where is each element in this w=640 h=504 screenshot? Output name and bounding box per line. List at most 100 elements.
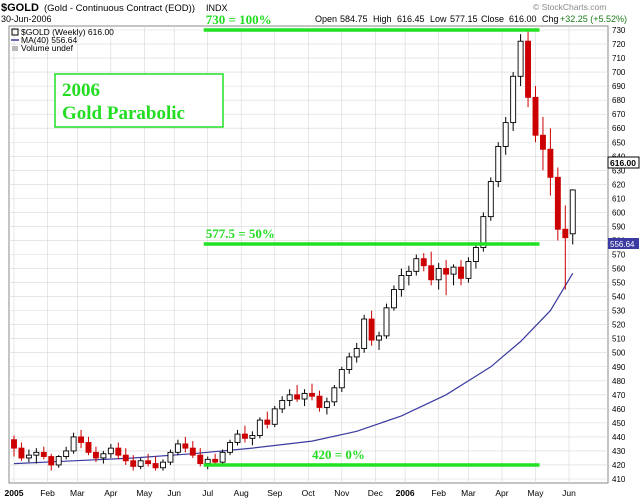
candle-body	[353, 348, 360, 358]
candle-body	[554, 176, 561, 230]
y-tick-label: 600	[612, 208, 626, 217]
x-tick-label: Aug	[234, 488, 249, 498]
candle	[376, 331, 382, 350]
y-tick-label: 540	[612, 293, 626, 302]
candle-body	[331, 387, 338, 403]
y-tick-label: 660	[612, 124, 626, 133]
candle-body	[137, 460, 144, 467]
close-value: 616.00	[509, 14, 537, 24]
candle	[338, 366, 345, 393]
legend-swatch-volume	[12, 46, 18, 51]
candle-body	[204, 458, 211, 465]
candle	[391, 285, 397, 311]
candle	[264, 411, 271, 429]
candle-body	[249, 435, 256, 439]
candle-body	[152, 463, 159, 469]
candle-body	[472, 247, 479, 262]
candle-body	[279, 399, 286, 410]
annotation-line2: Gold Parabolic	[62, 103, 185, 124]
candle-body	[361, 318, 368, 349]
candle	[554, 167, 561, 241]
candle-body	[63, 450, 70, 458]
x-tick-label: Oct	[302, 488, 316, 498]
candle	[241, 425, 248, 443]
candle-body	[338, 369, 345, 389]
candle-body	[85, 442, 92, 453]
candle	[480, 212, 487, 252]
candle-body	[569, 189, 576, 235]
candle	[428, 251, 435, 286]
legend-price: $GOLD (Weekly) 616.00	[21, 27, 114, 37]
y-tick-label: 410	[612, 475, 626, 484]
candle	[249, 431, 256, 446]
legend-volume: Volume undef	[21, 43, 74, 53]
candle-body	[167, 451, 174, 463]
candle	[346, 352, 353, 374]
header-date: 30-Jun-2006	[1, 14, 52, 24]
y-tick-label: 530	[612, 307, 626, 316]
candle-body	[443, 268, 450, 275]
y-tick-label: 520	[612, 321, 626, 330]
candle	[353, 342, 360, 363]
y-tick-label: 480	[612, 377, 626, 386]
y-tick-label: 620	[612, 180, 626, 189]
high-label: High	[373, 14, 392, 24]
candle	[562, 205, 569, 290]
candle-body	[391, 289, 397, 309]
y-tick-label: 590	[612, 222, 626, 231]
y-tick-label: 720	[612, 40, 626, 49]
candle-body	[11, 439, 17, 449]
y-axis: 410 420 430 440 450 460 470 480 490 500 510 520 530 5…	[612, 26, 626, 484]
x-tick-label: Mar	[70, 488, 85, 498]
x-tick-label: Dec	[368, 488, 384, 498]
candle-body	[323, 401, 330, 408]
fib-level-label: 577.5 = 50%	[206, 226, 275, 241]
candle-body	[122, 454, 129, 462]
x-tick-label: May	[136, 488, 153, 498]
candle	[525, 30, 531, 108]
candle-body	[174, 443, 181, 453]
x-tick-label: Mar	[461, 488, 476, 498]
y-tick-label: 470	[612, 391, 626, 400]
fib-level-label: 420 = 0%	[312, 447, 365, 462]
candle	[331, 384, 338, 407]
x-tick-label: Jun	[562, 488, 576, 498]
low-label: Low	[430, 14, 447, 24]
candle-body	[383, 307, 390, 337]
candle-body	[480, 216, 487, 248]
candle-body	[160, 461, 166, 469]
y-tick-label: 430	[612, 447, 626, 456]
grid	[9, 26, 608, 483]
candle	[294, 384, 301, 402]
candle-body	[25, 454, 32, 459]
candle-body	[227, 442, 234, 453]
x-tick-label: 2005	[5, 488, 24, 498]
ma-price-tag-label: 556.64	[610, 240, 635, 249]
y-tick-label: 440	[612, 433, 626, 442]
candle-body	[182, 443, 189, 449]
y-tick-label: 460	[612, 405, 626, 414]
y-tick-label: 570	[612, 251, 626, 260]
candle	[323, 397, 330, 415]
candle-body	[256, 419, 263, 436]
y-tick-label: 680	[612, 96, 626, 105]
candle	[271, 406, 278, 428]
candle	[227, 439, 234, 456]
candle-body	[234, 433, 241, 443]
y-tick-label: 610	[612, 194, 626, 203]
candle-body	[70, 436, 77, 452]
y-tick-label: 420	[612, 461, 626, 470]
candle-body	[100, 453, 107, 459]
candle-body	[346, 356, 353, 371]
chg-value: +32.25 (+5.52%)	[560, 14, 627, 24]
candle-body	[547, 148, 554, 178]
fib-levels: 730 = 100% 577.5 = 50% 420 = 0%	[203, 12, 540, 467]
candle	[301, 389, 308, 407]
candle	[540, 116, 546, 171]
candle	[405, 265, 412, 286]
candle	[48, 453, 55, 471]
candle-body	[510, 75, 517, 124]
y-tick-label: 710	[612, 54, 626, 63]
x-tick-label: Feb	[40, 488, 55, 498]
